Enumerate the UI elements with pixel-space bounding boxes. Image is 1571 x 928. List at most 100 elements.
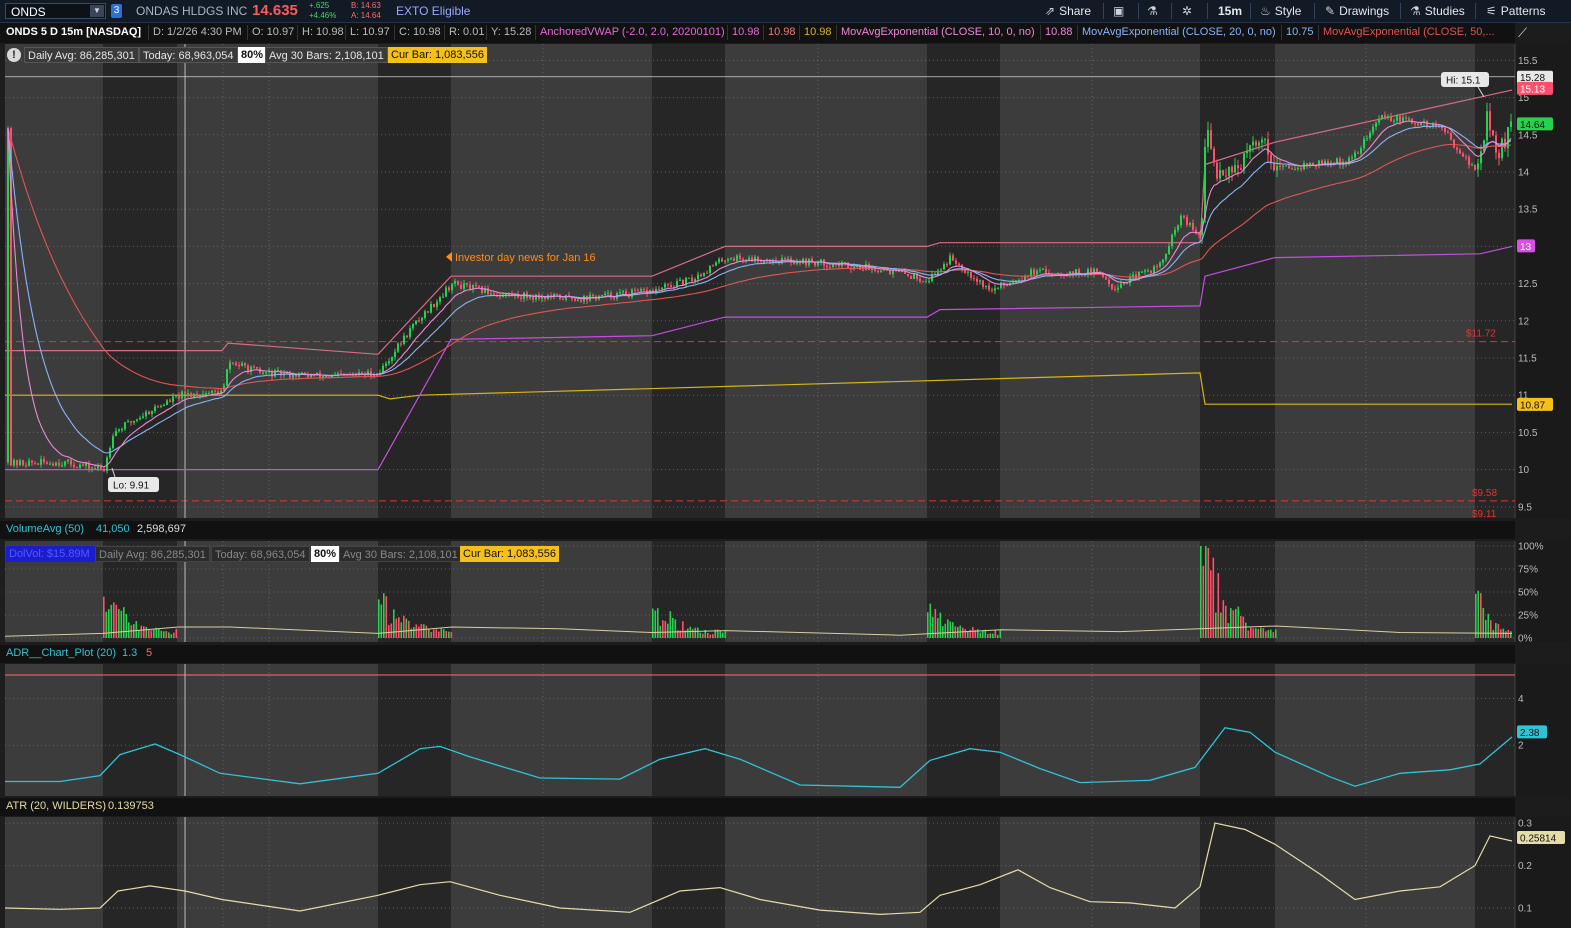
candle-body — [1453, 139, 1455, 148]
bar-y: Y: 15.28 — [491, 26, 532, 38]
candle-body — [892, 269, 894, 275]
chevron-down-icon[interactable]: ▼ — [90, 5, 104, 17]
session-band — [378, 817, 451, 928]
candle-body — [409, 328, 411, 338]
volume-value-2: 2,598,697 — [137, 523, 186, 535]
candle-body — [448, 287, 450, 291]
candle-body — [55, 462, 57, 466]
candle-body — [388, 361, 390, 364]
candle-body — [100, 466, 102, 469]
volume-bar — [415, 624, 418, 638]
level-label-1172: $11.72 — [1466, 329, 1496, 340]
candle-body — [1165, 253, 1167, 260]
volume-bar — [697, 627, 699, 638]
candle-body — [913, 273, 915, 279]
exto-eligible-label[interactable]: EXTO Eligible — [396, 4, 471, 18]
candle-body — [688, 277, 690, 279]
flask-icon: ⚗ — [1410, 4, 1421, 18]
candle-body — [67, 459, 69, 462]
atr-study-label[interactable]: ATR (20, WILDERS) — [6, 800, 107, 812]
candle-body — [265, 372, 267, 374]
candle-body — [79, 464, 81, 468]
candle-body — [1219, 170, 1221, 179]
drawings-button[interactable]: ✎ Drawings — [1325, 3, 1389, 19]
candle-body — [1030, 269, 1032, 277]
patterns-button[interactable]: ⚟ Patterns — [1486, 3, 1545, 19]
volume-bar — [942, 626, 944, 638]
candle-body — [1471, 164, 1473, 166]
volume-bar — [140, 625, 143, 638]
candle-body — [1213, 148, 1215, 163]
candle-body — [1105, 276, 1107, 280]
toolbar-divider — [1103, 3, 1104, 19]
adr-study-label[interactable]: ADR__Chart_Plot (20) — [6, 647, 117, 659]
last-price: 14.635 — [252, 2, 298, 19]
ema10-study-label[interactable]: MovAvgExponential (CLOSE, 10, 0, no) — [841, 26, 1035, 38]
candle-body — [1294, 168, 1296, 170]
candle-body — [232, 362, 234, 364]
candle-body — [1267, 139, 1269, 155]
ema20-line — [7, 125, 1512, 454]
candle-body — [1429, 126, 1431, 128]
volume-study-label[interactable]: VolumeAvg (50) — [6, 523, 85, 535]
ema10-line — [7, 120, 1512, 468]
candle-body — [1036, 270, 1038, 275]
symbol-input[interactable]: ONDS ▼ — [5, 3, 106, 19]
session-band — [1000, 664, 1200, 796]
flask-button[interactable]: ⚗ — [1147, 3, 1162, 19]
tag-prior: 15.28 — [1520, 73, 1545, 84]
vwap-study-label[interactable]: AnchoredVWAP (-2.0, 2.0, 20200101) — [540, 26, 725, 38]
ema20-value: 10.75 — [1286, 26, 1314, 38]
volume-tick-label: 0% — [1518, 634, 1533, 643]
adr-value-1: 1.3 — [122, 647, 138, 659]
ema20-study-label[interactable]: MovAvgExponential (CLOSE, 20, 0, no) — [1082, 26, 1276, 38]
volume-tick-label: 50% — [1518, 588, 1538, 599]
candle-body — [532, 296, 534, 300]
candle-body — [904, 271, 906, 274]
tag-vwap-upper: 13 — [1520, 242, 1532, 253]
candle-body — [1486, 111, 1488, 141]
volume-bar — [1480, 593, 1482, 638]
candle-body — [820, 259, 822, 262]
candle-body — [1174, 229, 1176, 235]
studies-button[interactable]: ⚗ Studies — [1410, 3, 1465, 19]
share-button[interactable]: ⇗ Share — [1045, 3, 1091, 19]
volume-bar — [175, 628, 178, 638]
candle-body — [208, 392, 210, 394]
candle-body — [787, 258, 789, 260]
volume-bar — [997, 634, 999, 638]
candle-body — [631, 289, 633, 297]
candle-body — [19, 460, 21, 466]
volume-bar — [1230, 608, 1232, 638]
candle-body — [1198, 233, 1200, 236]
atr-chart[interactable]: 0.3 0.2 0.1 0.25814 — [0, 817, 1571, 928]
volume-bar — [1260, 627, 1262, 638]
session-band — [725, 817, 927, 928]
candle-body — [685, 277, 687, 286]
daily-avg-chip: Daily Avg: 86,285,301 — [24, 47, 139, 63]
adr-chart[interactable]: 422.38 — [0, 664, 1571, 796]
volume-bar — [388, 624, 390, 638]
link-group-badge[interactable]: 3 — [111, 4, 122, 18]
candle-body — [1447, 131, 1449, 133]
candle-body — [1147, 270, 1149, 272]
candle-body — [433, 303, 435, 307]
chart-settings-button[interactable]: ▣ — [1113, 3, 1128, 19]
volume-bar — [108, 609, 110, 638]
volume-bar — [694, 627, 697, 638]
volume-bar — [1495, 622, 1497, 638]
alert-icon[interactable]: ! — [7, 48, 21, 62]
volume-bar — [699, 632, 702, 638]
candle-body — [940, 269, 942, 271]
style-button[interactable]: ♨ Style — [1260, 3, 1301, 19]
price-chart[interactable]: 15.5 15 14.5 14 13.5 13 12.5 12 11.5 11 10.5 10 9.5 $… — [0, 44, 1571, 518]
volume-bar — [1210, 570, 1212, 638]
timeframe-button[interactable]: 15m — [1218, 4, 1243, 18]
drawing-tool-icon[interactable]: ⟋ — [1518, 25, 1528, 40]
candle-body — [1387, 116, 1389, 119]
ema50-study-label[interactable]: MovAvgExponential (CLOSE, 50,... — [1323, 26, 1495, 38]
settings-button[interactable]: ✲ — [1182, 3, 1196, 19]
volume-bar — [1227, 622, 1230, 638]
candle-body — [262, 372, 264, 374]
hi-label-bg — [1441, 72, 1489, 87]
